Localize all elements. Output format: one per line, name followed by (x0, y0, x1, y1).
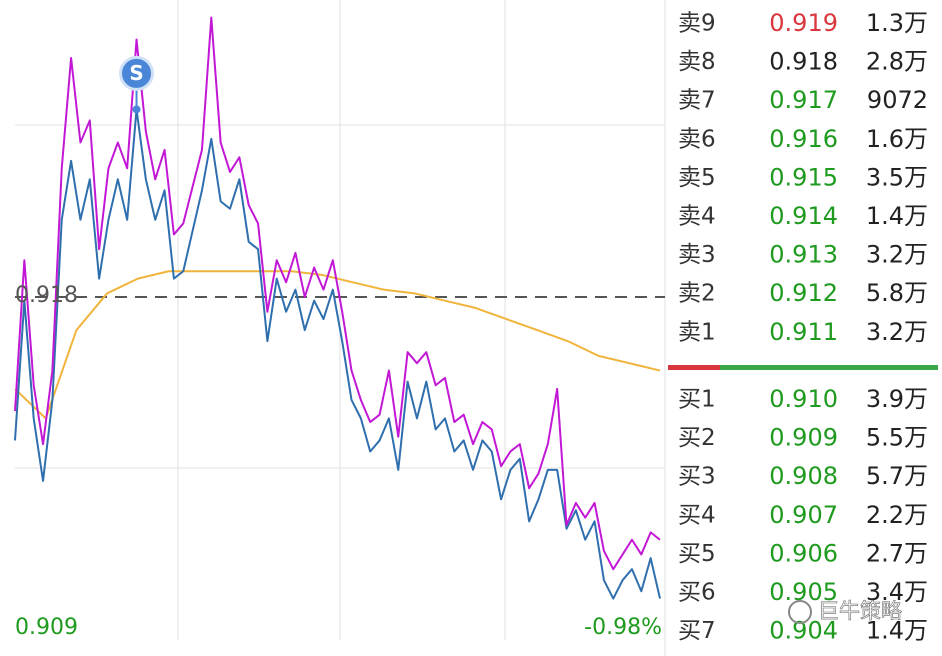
book-price: 0.909 (769, 424, 838, 452)
ask-bar (668, 365, 720, 370)
price-line (14, 270, 661, 420)
book-label: 买2 (678, 425, 716, 451)
book-volume: 2.2万 (866, 501, 928, 529)
book-label: 买4 (678, 502, 716, 528)
book-label: 卖8 (678, 49, 716, 75)
price-line (14, 108, 661, 600)
book-volume: 5.7万 (866, 462, 928, 490)
book-volume: 3.9万 (866, 385, 928, 413)
watermark: 巨牛策略 (788, 599, 902, 624)
book-volume: 5.5万 (866, 424, 928, 452)
marker-badge (119, 55, 155, 91)
watermark-icon (788, 600, 812, 624)
book-label: 卖7 (678, 88, 716, 114)
book-price: 0.915 (769, 163, 838, 191)
book-label: 买3 (678, 464, 716, 490)
book-volume: 3.2万 (866, 241, 928, 269)
book-price: 0.911 (769, 318, 838, 346)
change-label: -0.98% (584, 615, 662, 640)
price-line (14, 16, 661, 571)
book-price: 0.910 (769, 385, 838, 413)
book-label: 买1 (678, 387, 716, 413)
y-tick-label: 0.918 (15, 283, 78, 308)
bid-bar (720, 365, 938, 370)
book-volume: 1.3万 (866, 9, 928, 37)
book-volume: 2.7万 (866, 539, 928, 567)
book-label: 卖3 (678, 242, 716, 268)
book-label: 卖5 (678, 165, 716, 191)
marker-dot (132, 105, 141, 114)
book-price: 0.918 (769, 48, 838, 76)
book-price: 0.913 (769, 241, 838, 269)
book-label: 卖9 (678, 11, 716, 37)
book-volume: 3.4万 (866, 578, 928, 606)
plot: S (14, 16, 665, 600)
watermark-text: 巨牛策略 (818, 599, 902, 623)
book-label: 买6 (678, 580, 716, 606)
book-label: 卖4 (678, 204, 716, 230)
grid (15, 0, 666, 656)
book-price: 0.917 (769, 86, 838, 114)
book-volume: 1.6万 (866, 125, 928, 153)
marker-label: S (129, 61, 143, 85)
book-price: 0.912 (769, 279, 838, 307)
book-label: 买5 (678, 541, 716, 567)
book-price: 0.907 (769, 501, 838, 529)
book-volume: 3.5万 (866, 163, 928, 191)
book-volume: 2.8万 (866, 48, 928, 76)
book-volume: 1.4万 (866, 617, 928, 645)
book-volume: 3.2万 (866, 318, 928, 346)
book-label: 卖2 (678, 281, 716, 307)
book-volume: 1.4万 (866, 202, 928, 230)
book-label: 卖1 (678, 319, 716, 345)
book-volume: 9072 (867, 86, 928, 114)
book-price: 0.904 (769, 617, 838, 645)
book-label: 卖6 (678, 126, 716, 152)
book-price: 0.908 (769, 462, 838, 490)
book-price: 0.916 (769, 125, 838, 153)
book-price: 0.914 (769, 202, 838, 230)
book-volume: 5.8万 (866, 279, 928, 307)
book-price: 0.919 (769, 9, 838, 37)
book-price: 0.906 (769, 539, 838, 567)
y-tick-label: 0.909 (15, 615, 78, 640)
book-label: 买7 (678, 618, 716, 644)
